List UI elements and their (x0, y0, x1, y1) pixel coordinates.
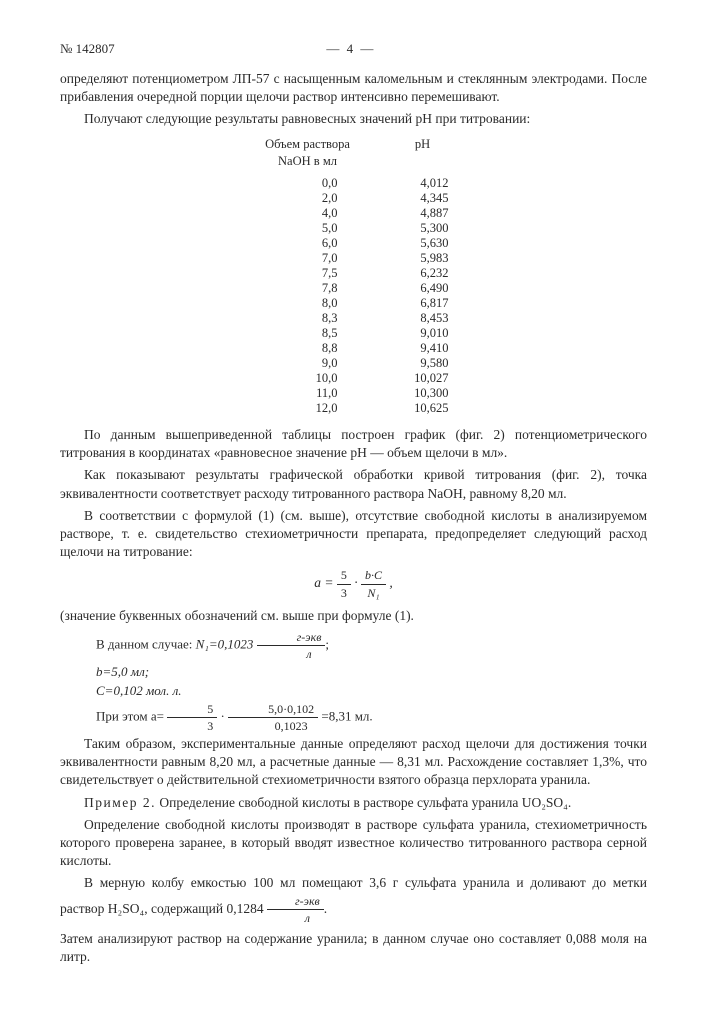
table-row: 7,56,232 (239, 266, 469, 281)
para-4: Как показывают результаты графической об… (60, 466, 647, 502)
calc-b: b=5,0 мл; (60, 663, 647, 681)
doc-number: № 142807 (60, 40, 115, 58)
table-row: 5,05,300 (239, 221, 469, 236)
para-1: определяют потенциометром ЛП-57 с насыще… (60, 70, 647, 106)
table-row: 7,05,983 (239, 251, 469, 266)
table-row: 7,86,490 (239, 281, 469, 296)
table-row: 9,09,580 (239, 356, 469, 371)
table-row: 6,05,630 (239, 236, 469, 251)
table-row: 2,04,345 (239, 191, 469, 206)
table-header-vol: Объем раствора NaOH в мл (239, 136, 377, 170)
table-row: 10,010,027 (239, 371, 469, 386)
table-header-ph: pH (377, 136, 469, 170)
table-row: 0,04,012 (239, 176, 469, 191)
page-number: — 4 — (326, 40, 375, 58)
table-row: 8,89,410 (239, 341, 469, 356)
example-label: Пример 2. (84, 795, 156, 810)
example-2: Пример 2. Определение свободной кислоты … (60, 794, 647, 812)
para-6: (значение буквенных обозначений см. выше… (60, 607, 647, 625)
table-row: 8,59,010 (239, 326, 469, 341)
formula-a: a = 53 · b·CN₁ , (60, 567, 647, 600)
para-8: Определение свободной кислоты производят… (60, 816, 647, 871)
para-10: Затем анализируют раствор на содержание … (60, 930, 647, 966)
para-7: Таким образом, экспериментальные данные … (60, 735, 647, 790)
calc-result: При этом a= 53 · 5,0·0,1020,1023 =8,31 м… (60, 701, 647, 734)
table-row: 8,38,453 (239, 311, 469, 326)
para-3: По данным вышеприведенной таблицы постро… (60, 426, 647, 462)
table-row: 4,04,887 (239, 206, 469, 221)
page-body: № 142807 — 4 — определяют потенциометром… (0, 0, 707, 1020)
para-2: Получают следующие результаты равновесны… (60, 110, 647, 128)
para-9: В мерную колбу емкостью 100 мл помещают … (60, 874, 647, 926)
calc-c: C=0,102 мол. л. (60, 682, 647, 700)
table-row: 12,010,625 (239, 401, 469, 416)
table-row: 11,010,300 (239, 386, 469, 401)
para-5: В соответствии с формулой (1) (см. выше)… (60, 507, 647, 562)
page-header: № 142807 — 4 — (60, 40, 647, 58)
calc-n1: В данном случае: N₁=0,1023 г-эквл; (60, 629, 647, 662)
titration-table: Объем раствора NaOH в мл pH 0,04,0122,04… (239, 136, 469, 416)
table-row: 8,06,817 (239, 296, 469, 311)
